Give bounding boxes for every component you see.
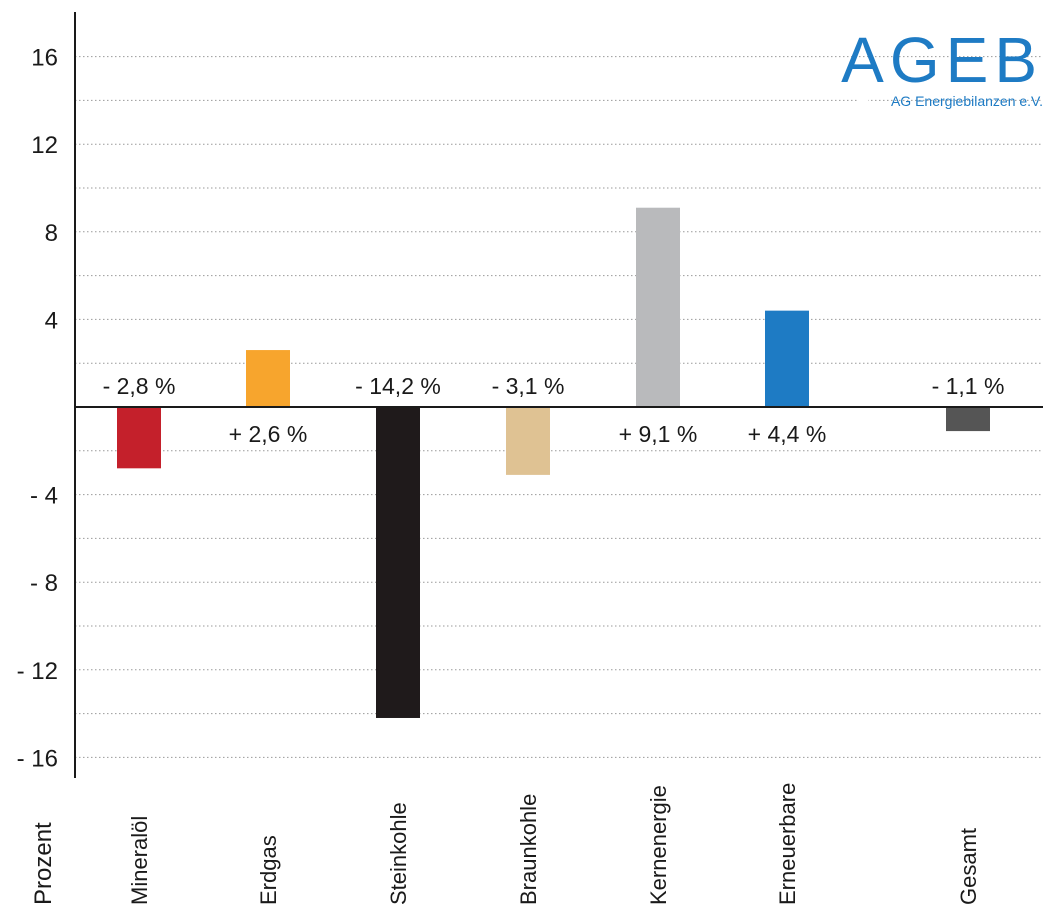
bar-steinkohle — [376, 407, 420, 718]
bar-kernenergie — [636, 207, 680, 407]
y-tick-label: - 16 — [17, 745, 58, 772]
data-label: + 2,6 % — [229, 421, 308, 447]
axis-layer — [74, 12, 1043, 778]
y-tick-label: 4 — [45, 307, 58, 334]
data-label: - 2,8 % — [103, 373, 176, 399]
category-label: Gesamt — [956, 828, 981, 905]
ageb-logo: AGEB AG Energiebilanzen e.V. — [841, 24, 1043, 109]
data-label: - 3,1 % — [492, 373, 565, 399]
y-tick-label: - 8 — [30, 570, 58, 597]
bar-braunkohle — [506, 407, 550, 475]
data-label: + 4,4 % — [748, 421, 827, 447]
data-label: - 14,2 % — [355, 373, 441, 399]
y-tick-label: 8 — [45, 220, 58, 247]
grid-layer — [75, 56, 1043, 758]
unit-label: Prozent — [30, 822, 57, 905]
logo-text: AGEB — [841, 24, 1043, 96]
category-label: Mineralöl — [127, 816, 152, 905]
label-layer: 16 12 8 4 - 4 - 8 - 12 - 16 - 2,8 % + 2,6 % - 14,2… — [17, 45, 1005, 905]
category-label: Steinkohle — [386, 802, 411, 905]
y-tick-label: 16 — [31, 45, 58, 72]
logo-subtitle: AG Energiebilanzen e.V. — [891, 93, 1043, 109]
y-tick-label: - 4 — [30, 483, 58, 510]
logo-background — [858, 98, 868, 106]
bar-gesamt — [946, 407, 990, 432]
bar-mineral-l — [117, 407, 161, 469]
data-label: + 9,1 % — [619, 421, 698, 447]
bar-layer — [117, 207, 990, 718]
y-tick-label: 12 — [31, 132, 58, 159]
bar-erdgas — [246, 350, 290, 407]
y-tick-label: - 12 — [17, 658, 58, 685]
category-label: Braunkohle — [516, 794, 541, 905]
category-label: Kernenergie — [646, 785, 671, 905]
data-label: - 1,1 % — [932, 373, 1005, 399]
bar-erneuerbare — [765, 310, 809, 407]
category-label: Erneuerbare — [775, 783, 800, 905]
category-label: Erdgas — [256, 835, 281, 905]
